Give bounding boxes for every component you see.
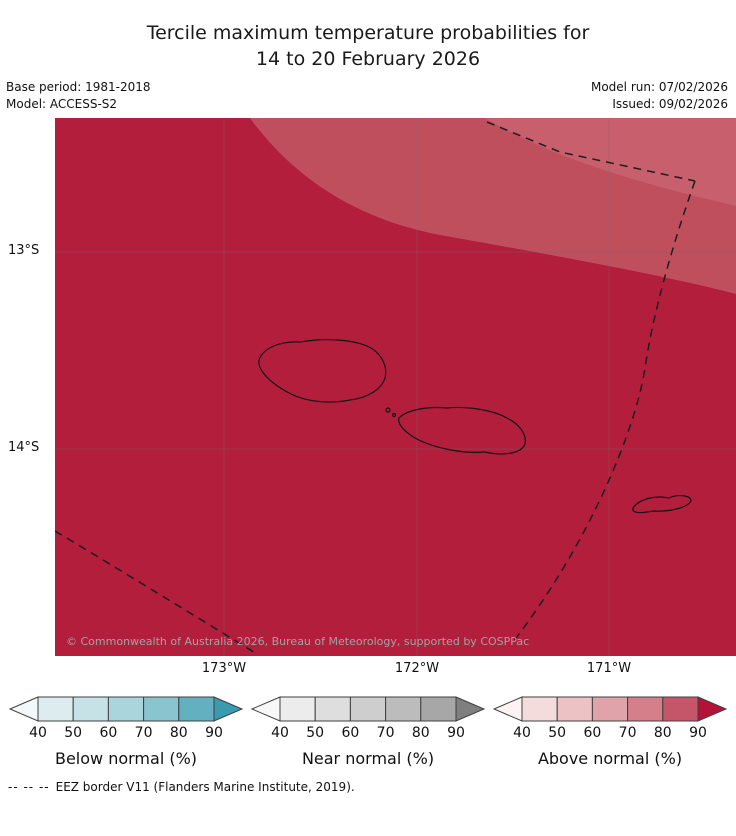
colorbar-segment <box>213 696 244 722</box>
colorbar-tick-70: 70 <box>376 725 395 741</box>
colorbar-tick-60: 60 <box>583 725 602 741</box>
lat-tick-13s: 13°S <box>8 243 40 258</box>
legend-label-near: Near normal (%) <box>301 749 435 768</box>
colorbar-tick-40: 40 <box>271 725 289 741</box>
colorbar-segment <box>591 696 629 722</box>
coastline-tutuila <box>632 495 692 514</box>
colorbar-segment <box>8 696 39 722</box>
gridlines <box>55 118 736 656</box>
colorbar-tick-50: 50 <box>306 725 325 741</box>
colorbar-segment <box>492 696 523 722</box>
colorbar-below-normal <box>8 696 244 722</box>
colorbar-segment <box>37 696 74 722</box>
colorbar-segment <box>143 696 180 722</box>
colorbar-tick-40: 40 <box>29 725 47 741</box>
legend-near-normal: 40 50 60 70 80 90 Near normal (%) <box>250 696 486 768</box>
coastline-upolu <box>398 406 526 455</box>
eez-border-bottom-left <box>55 530 258 655</box>
legend-label-below: Below normal (%) <box>54 749 198 768</box>
title-line-1: Tercile maximum temperature probabilitie… <box>146 22 590 44</box>
legend-above-normal: 40 50 60 70 80 90 Above normal (%) <box>492 696 728 768</box>
islet-apolima <box>385 407 391 413</box>
colorbar-tick-90: 90 <box>689 725 707 741</box>
colorbar-segment <box>314 696 351 722</box>
colorbar-segment <box>697 696 728 722</box>
colorbar-segment <box>385 696 422 722</box>
colorbar-ticks: 40 50 60 70 80 90 <box>492 725 728 745</box>
colorbar-tick-80: 80 <box>653 725 672 741</box>
colorbar-segment <box>556 696 593 722</box>
eez-footnote: -- -- -- EEZ border V11 (Flanders Marine … <box>0 768 736 794</box>
colorbar-tick-90: 90 <box>447 725 465 741</box>
page-title: Tercile maximum temperature probabilitie… <box>0 20 736 72</box>
colorbar-tick-50: 50 <box>548 725 567 741</box>
colorbar-segment <box>250 696 281 722</box>
eez-border-dashed <box>55 121 696 655</box>
colorbar-segment <box>107 696 145 722</box>
model-run-text: Model run: 07/02/2026 <box>590 80 728 94</box>
colorbar-segment <box>455 696 486 722</box>
islet-manono <box>391 412 397 418</box>
colorbar-above-normal <box>492 696 728 722</box>
map-canvas <box>55 118 736 656</box>
base-period-text: Base period: 1981-2018 <box>6 80 151 94</box>
coastlines <box>258 339 692 514</box>
colorbar-segment <box>521 696 558 722</box>
metadata-row: Base period: 1981-2018 Model: ACCESS-S2 … <box>0 72 736 113</box>
colorbar-tick-90: 90 <box>205 725 223 741</box>
legend-label-above: Above normal (%) <box>537 749 683 768</box>
colorbar-tick-80: 80 <box>169 725 188 741</box>
colorbar-segment <box>279 696 316 722</box>
metadata-left: Base period: 1981-2018 Model: ACCESS-S2 <box>6 79 151 113</box>
coastline-savaii <box>258 339 387 403</box>
legend-below-normal: 40 50 60 70 80 90 Below normal (%) <box>8 696 244 768</box>
colorbar-segment <box>178 696 215 722</box>
colorbar-tick-60: 60 <box>99 725 118 741</box>
metadata-right: Model run: 07/02/2026 Issued: 09/02/2026 <box>591 79 728 113</box>
longitude-axis: 173°W 172°W 171°W <box>0 656 736 680</box>
eez-footnote-text: EEZ border V11 (Flanders Marine Institut… <box>55 780 355 794</box>
map-region: 13°S 14°S © Commonwealth of Australia 20… <box>0 118 736 656</box>
colorbar-tick-80: 80 <box>411 725 430 741</box>
colorbar-tick-70: 70 <box>618 725 637 741</box>
lat-tick-14s: 14°S <box>8 440 40 455</box>
colorbar-tick-60: 60 <box>341 725 360 741</box>
colorbar-segment <box>627 696 664 722</box>
colorbar-segment <box>662 696 699 722</box>
legend-row: 40 50 60 70 80 90 Below normal (%) 40 50 60 70 80… <box>0 696 736 768</box>
lon-tick-171w: 171°W <box>586 661 632 676</box>
lon-tick-173w: 173°W <box>201 661 247 676</box>
colorbar-segment <box>420 696 457 722</box>
model-text: Model: ACCESS-S2 <box>6 97 118 111</box>
colorbar-tick-70: 70 <box>134 725 153 741</box>
colorbar-tick-50: 50 <box>64 725 83 741</box>
eez-border-right <box>512 180 696 643</box>
copyright-text: © Commonwealth of Australia 2026, Bureau… <box>66 635 530 648</box>
lon-tick-172w: 172°W <box>394 661 440 676</box>
colorbar-tick-40: 40 <box>513 725 531 741</box>
colorbar-segment <box>72 696 109 722</box>
colorbar-ticks: 40 50 60 70 80 90 <box>250 725 486 745</box>
colorbar-segment <box>349 696 387 722</box>
issued-text: Issued: 09/02/2026 <box>612 97 728 111</box>
probability-fill-band-light <box>485 118 736 206</box>
title-line-2: 14 to 20 February 2026 <box>255 48 481 70</box>
eez-dash-sample: -- -- -- <box>8 780 50 794</box>
colorbar-ticks: 40 50 60 70 80 90 <box>8 725 244 745</box>
colorbar-near-normal <box>250 696 486 722</box>
eez-border-top <box>486 121 696 182</box>
